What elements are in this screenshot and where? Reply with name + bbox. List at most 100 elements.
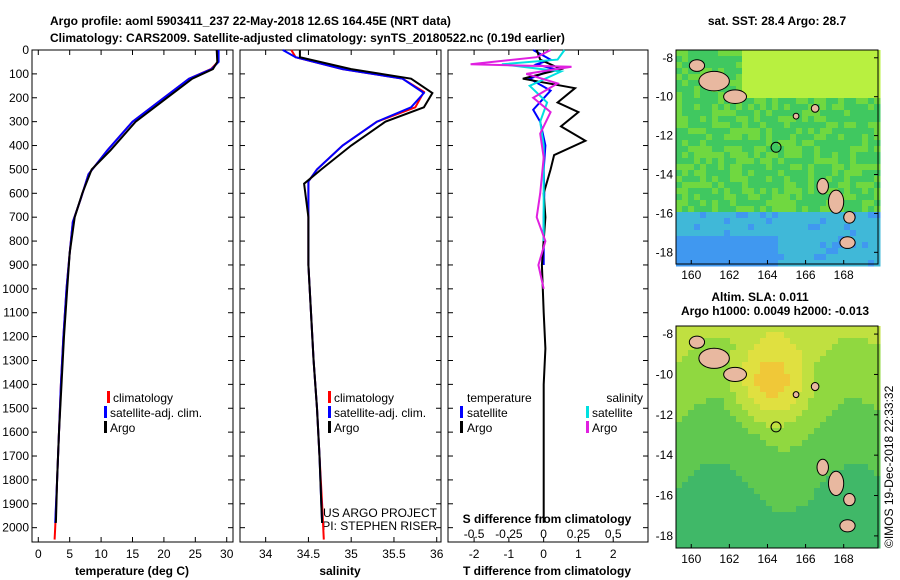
map-cell xyxy=(808,236,815,243)
map-cell xyxy=(868,218,875,225)
map-cell xyxy=(862,86,869,93)
map-cell xyxy=(682,224,689,231)
map-cell xyxy=(676,518,683,525)
map-cell xyxy=(712,134,719,141)
map-cell xyxy=(688,188,695,195)
map-cell xyxy=(802,236,809,243)
map-cell xyxy=(760,530,767,537)
map-cell xyxy=(754,134,761,141)
map-cell xyxy=(856,410,863,417)
map-cell xyxy=(796,458,803,465)
map-cell xyxy=(736,458,743,465)
map-cell xyxy=(790,122,797,129)
map-cell xyxy=(706,446,713,453)
map-cell xyxy=(796,50,803,57)
map-cell xyxy=(700,50,707,57)
map-cell xyxy=(706,344,713,351)
map-cell xyxy=(754,488,761,495)
map-cell xyxy=(814,80,821,87)
map-cell xyxy=(808,464,815,471)
map-cell xyxy=(850,368,857,375)
map-cell xyxy=(760,512,767,519)
map-cell xyxy=(868,158,875,165)
map-cell xyxy=(754,218,761,225)
map-cell xyxy=(814,398,821,405)
map-cell xyxy=(766,458,773,465)
map-cell xyxy=(808,80,815,87)
map-cell xyxy=(778,56,785,63)
map-cell xyxy=(712,422,719,429)
map-cell xyxy=(856,254,863,261)
x-tick-label: 25 xyxy=(189,547,203,561)
map-cell xyxy=(682,332,689,339)
map-cell xyxy=(736,362,743,369)
map-cell xyxy=(730,152,737,159)
series-line-climatology xyxy=(290,49,426,540)
map-cell xyxy=(706,512,713,519)
map-cell xyxy=(850,362,857,369)
map-cell xyxy=(694,122,701,129)
sla-map-subtitle: Argo h1000: 0.0049 h2000: -0.013 xyxy=(681,304,869,318)
map-cell xyxy=(730,170,737,177)
map-cell xyxy=(736,218,743,225)
map-cell xyxy=(736,224,743,231)
map-cell xyxy=(856,428,863,435)
map-cell xyxy=(706,434,713,441)
map-cell xyxy=(802,476,809,483)
map-cell xyxy=(742,140,749,147)
map-cell xyxy=(676,74,683,81)
map-cell xyxy=(706,212,713,219)
map-cell xyxy=(874,428,881,435)
map-cell xyxy=(742,68,749,75)
map-cell xyxy=(730,164,737,171)
map-cell xyxy=(796,446,803,453)
map-cell xyxy=(820,542,827,549)
map-cell xyxy=(844,176,851,183)
map-cell xyxy=(682,386,689,393)
map-cell xyxy=(760,68,767,75)
map-cell xyxy=(784,356,791,363)
map-cell xyxy=(700,200,707,207)
difference-panel: T difference from climatology S differen… xyxy=(447,49,649,578)
map-cell xyxy=(766,524,773,531)
map-cell xyxy=(868,86,875,93)
map-cell xyxy=(754,458,761,465)
y-tick-label: 600 xyxy=(9,186,29,200)
map-cell xyxy=(850,170,857,177)
map-cell xyxy=(760,116,767,123)
map-cell xyxy=(844,188,851,195)
map-cell xyxy=(778,254,785,261)
map-cell xyxy=(676,416,683,423)
map-cell xyxy=(838,536,845,543)
map-cell xyxy=(832,452,839,459)
map-cell xyxy=(724,68,731,75)
map-cell xyxy=(796,194,803,201)
map-cell xyxy=(802,230,809,237)
map-cell xyxy=(844,512,851,519)
map-cell xyxy=(868,470,875,477)
map-cell xyxy=(718,398,725,405)
map-cell xyxy=(760,200,767,207)
map-cell xyxy=(754,392,761,399)
map-cell xyxy=(778,188,785,195)
map-cell xyxy=(694,92,701,99)
map-cell xyxy=(736,86,743,93)
map-cell xyxy=(772,488,779,495)
map-cell xyxy=(694,74,701,81)
map-cell xyxy=(706,440,713,447)
map-cell xyxy=(772,398,779,405)
series-line-satellite-adj-clim- xyxy=(282,49,426,523)
map-cell xyxy=(814,50,821,57)
map-cell xyxy=(868,92,875,99)
map-cell xyxy=(682,542,689,549)
map-cell xyxy=(784,530,791,537)
map-cell xyxy=(796,92,803,99)
map-cell xyxy=(796,260,803,267)
map-cell xyxy=(862,170,869,177)
map-cell xyxy=(748,428,755,435)
map-cell xyxy=(760,128,767,135)
map-cell xyxy=(868,380,875,387)
map-cell xyxy=(772,146,779,153)
map-cell xyxy=(706,482,713,489)
map-cell xyxy=(712,200,719,207)
